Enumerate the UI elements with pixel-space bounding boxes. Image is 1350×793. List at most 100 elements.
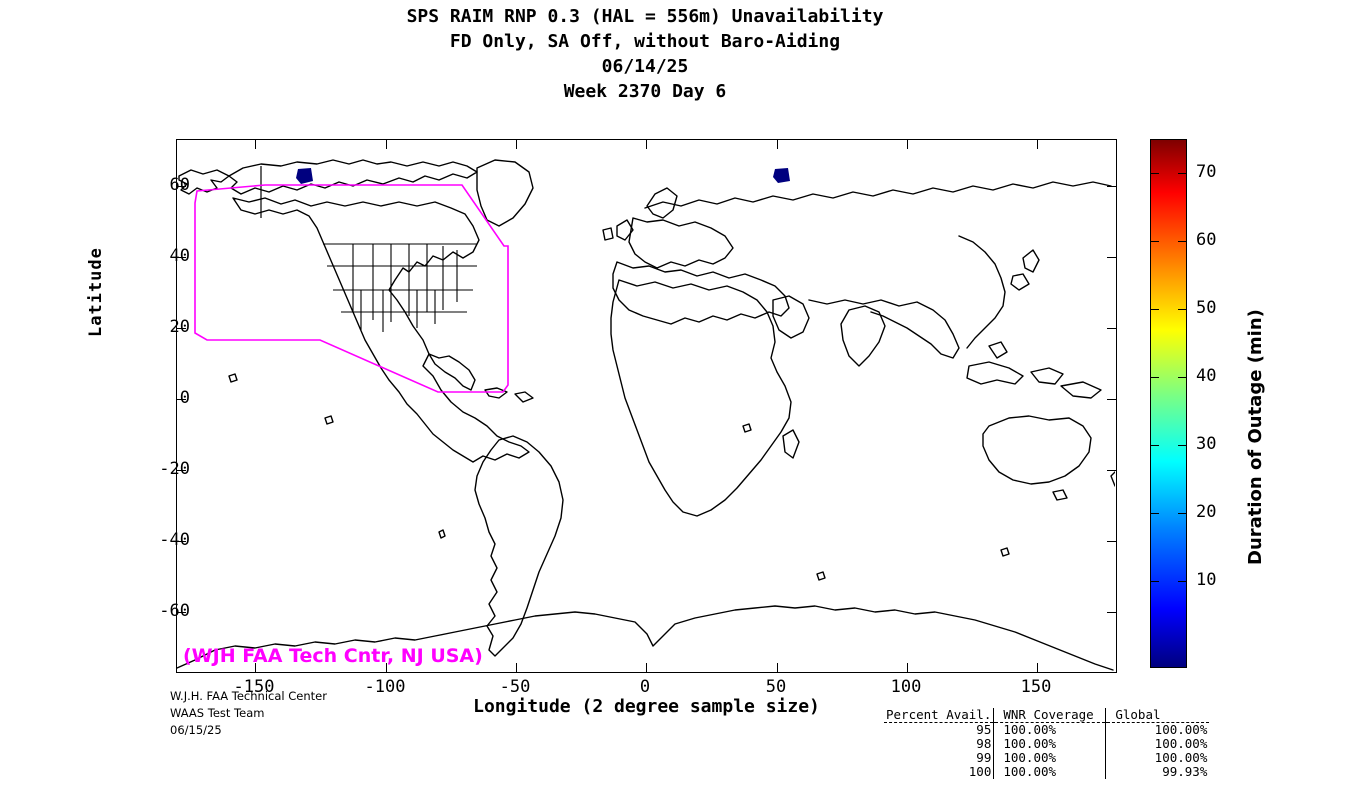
- x-tick-150: [1037, 663, 1038, 672]
- cb-label-60: 60: [1196, 230, 1217, 250]
- x-tick-label-n50: -50: [499, 677, 531, 697]
- x-tick-0: [646, 663, 647, 672]
- stats-row-separator-1: [993, 737, 996, 751]
- y-tick-20-right: [1107, 328, 1116, 329]
- x-tick-label-100: 100: [890, 677, 922, 697]
- y-tick-label-60: 60: [169, 175, 190, 195]
- title-line-1: SPS RAIM RNP 0.3 (HAL = 556m) Unavailabi…: [406, 6, 884, 27]
- y-tick-label-40: 40: [169, 246, 190, 266]
- cb-tick-30-right: [1178, 445, 1186, 446]
- x-tick-label-50: 50: [765, 677, 787, 697]
- stats-header-percent-avail: Percent Avail.: [884, 708, 994, 723]
- x-tick-100: [907, 663, 908, 672]
- world-map-svg: [177, 159, 1115, 671]
- cb-tick-70: [1151, 173, 1159, 174]
- cb-label-10: 10: [1196, 570, 1217, 590]
- table-row: 100 100.00% 99.93%: [884, 765, 1209, 779]
- y-tick-label-n20: -20: [159, 459, 190, 479]
- cb-tick-30: [1151, 445, 1159, 446]
- stats-cell-percent: 99: [976, 750, 992, 765]
- outage-cell: [296, 168, 313, 184]
- x-tick-label-n150: -150: [233, 677, 275, 697]
- cb-tick-20-right: [1178, 513, 1186, 514]
- y-axis-title: Latitude: [86, 247, 106, 337]
- x-tick-n50-top: [516, 140, 517, 149]
- y-tick-0-right: [1107, 399, 1116, 400]
- stats-table-head: Percent Avail. WNR Coverage Global: [884, 708, 1210, 723]
- cb-tick-10-right: [1178, 581, 1186, 582]
- stats-row-separator-1: [993, 722, 996, 737]
- cb-tick-70-right: [1178, 173, 1186, 174]
- stats-cell-global: 100.00%: [1154, 736, 1208, 751]
- cb-tick-60: [1151, 241, 1159, 242]
- y-tick-n40: [177, 541, 186, 542]
- stats-col-separator-2: [1105, 708, 1108, 723]
- outage-cell: [773, 168, 790, 183]
- x-tick-n100-top: [386, 140, 387, 149]
- y-tick-n60: [177, 612, 186, 613]
- table-row: 98 100.00% 100.00%: [884, 737, 1209, 751]
- stats-cell-global: 100.00%: [1154, 722, 1208, 737]
- colorbar-title: Duration of Outage (min): [1245, 309, 1266, 565]
- map-plot-area: (WJH FAA Tech Cntr, NJ USA): [176, 139, 1117, 673]
- stats-cell-percent: 100: [968, 764, 992, 779]
- x-tick-n100: [386, 663, 387, 672]
- title-line-4-week: Week 2370 Day 6: [563, 81, 727, 102]
- table-row: 99 100.00% 100.00%: [884, 751, 1209, 765]
- stats-header-global: Global: [1107, 708, 1210, 723]
- cb-tick-50-right: [1178, 309, 1186, 310]
- y-tick-0: [177, 399, 186, 400]
- stats-header-row: Percent Avail. WNR Coverage Global: [884, 708, 1210, 723]
- stats-row-separator-2: [1105, 722, 1108, 737]
- stats-cell-global: 99.93%: [1162, 764, 1208, 779]
- x-tick-n150: [255, 663, 256, 672]
- y-tick-20: [177, 328, 186, 329]
- y-tick-n40-right: [1107, 541, 1116, 542]
- cb-tick-50: [1151, 309, 1159, 310]
- x-tick-0-top: [646, 140, 647, 149]
- y-tick-60: [177, 186, 186, 187]
- cb-label-70: 70: [1196, 162, 1217, 182]
- us-state-boundaries: [323, 243, 477, 332]
- colorbar-gradient: [1150, 139, 1187, 668]
- x-tick-100-top: [907, 140, 908, 149]
- x-axis-title: Longitude (2 degree sample size): [473, 696, 820, 717]
- stats-cell-global: 100.00%: [1154, 750, 1208, 765]
- footer-line-1: W.J.H. FAA Technical Center: [170, 689, 327, 703]
- y-tick-60-right: [1107, 186, 1116, 187]
- stats-header-wnr-coverage: WNR Coverage: [995, 708, 1106, 723]
- stats-cell-wnr: 100.00%: [1003, 722, 1057, 737]
- cb-tick-40: [1151, 377, 1159, 378]
- cb-tick-20: [1151, 513, 1159, 514]
- outage-cells: [296, 168, 790, 184]
- x-tick-label-150: 150: [1020, 677, 1052, 697]
- y-tick-40: [177, 257, 186, 258]
- x-tick-50: [777, 663, 778, 672]
- y-tick-label-n60: -60: [159, 601, 190, 621]
- cb-tick-10: [1151, 581, 1159, 582]
- stats-cell-wnr: 100.00%: [1003, 764, 1057, 779]
- stats-cell-percent: 98: [976, 736, 992, 751]
- coastlines: [177, 159, 1115, 671]
- y-tick-label-0: 0: [179, 388, 190, 408]
- stats-col-separator-1: [993, 708, 996, 723]
- stats-cell-percent: 95: [976, 722, 992, 737]
- x-tick-label-0: 0: [639, 677, 651, 697]
- footer-line-3: 06/15/25: [170, 723, 222, 737]
- availability-stats-table: Percent Avail. WNR Coverage Global 95 10…: [884, 680, 1210, 793]
- stats-cell-wnr: 100.00%: [1003, 736, 1057, 751]
- y-tick-n20: [177, 470, 186, 471]
- x-tick-50-top: [777, 140, 778, 149]
- footer-line-2: WAAS Test Team: [170, 706, 265, 720]
- cb-label-40: 40: [1196, 366, 1217, 386]
- cb-label-50: 50: [1196, 298, 1217, 318]
- cb-label-20: 20: [1196, 502, 1217, 522]
- y-tick-40-right: [1107, 257, 1116, 258]
- title-line-2: FD Only, SA Off, without Baro-Aiding: [449, 31, 841, 52]
- watermark-text: (WJH FAA Tech Cntr, NJ USA): [183, 645, 483, 667]
- stats-table-element: Percent Avail. WNR Coverage Global 95 10…: [884, 708, 1210, 779]
- y-tick-n60-right: [1107, 612, 1116, 613]
- chart-title-block: SPS RAIM RNP 0.3 (HAL = 556m) Unavailabi…: [0, 4, 1290, 104]
- y-tick-n20-right: [1107, 470, 1116, 471]
- y-tick-label-n40: -40: [159, 530, 190, 550]
